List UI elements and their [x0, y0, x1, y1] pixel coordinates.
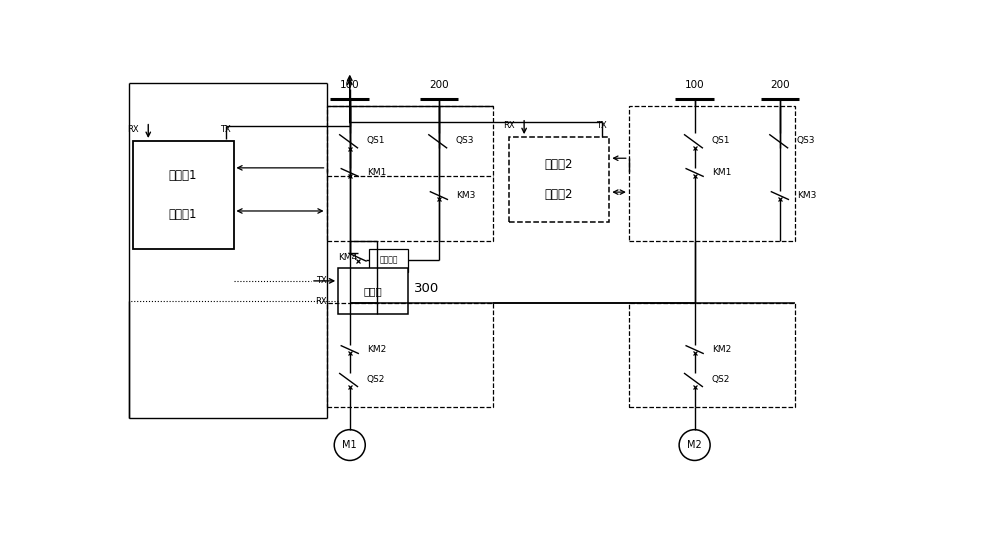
Text: KM1: KM1 [712, 168, 731, 177]
Text: 切换柜1: 切换柜1 [169, 169, 197, 182]
Bar [133, 141, 234, 248]
Text: TX: TX [220, 125, 231, 134]
Text: QS1: QS1 [367, 136, 385, 146]
Text: KM3: KM3 [456, 191, 475, 200]
Text: KM4: KM4 [338, 253, 357, 261]
Text: QS2: QS2 [712, 375, 730, 384]
Bar [629, 106, 795, 241]
Circle shape [334, 430, 365, 460]
Text: QS1: QS1 [712, 136, 730, 146]
Text: QS3: QS3 [797, 136, 815, 146]
Text: KM1: KM1 [367, 168, 386, 177]
Text: 100: 100 [340, 80, 360, 89]
Bar [509, 137, 609, 222]
Text: 200: 200 [770, 80, 790, 89]
Circle shape [679, 430, 710, 460]
Text: 300: 300 [414, 282, 439, 295]
Text: 变频器: 变频器 [364, 286, 382, 296]
Text: 200: 200 [429, 80, 449, 89]
Text: 控制板2: 控制板2 [545, 188, 573, 201]
Bar [326, 302, 493, 406]
Text: RX: RX [315, 297, 326, 306]
Bar [629, 302, 795, 406]
Text: QS2: QS2 [367, 375, 385, 384]
Bar [338, 268, 408, 314]
Text: M2: M2 [687, 440, 702, 450]
Text: TX: TX [316, 277, 326, 285]
Bar [369, 248, 408, 272]
Bar [326, 106, 493, 241]
Text: KM2: KM2 [712, 345, 731, 354]
Text: KM2: KM2 [367, 345, 386, 354]
Text: KM3: KM3 [797, 191, 816, 200]
Text: RX: RX [127, 125, 139, 134]
Text: QS3: QS3 [456, 136, 474, 146]
Text: 切换柜2: 切换柜2 [545, 158, 573, 171]
Text: 100: 100 [685, 80, 704, 89]
Text: RX: RX [503, 121, 515, 130]
Text: TX: TX [596, 121, 607, 130]
Text: 控制板1: 控制板1 [169, 208, 197, 220]
Text: 缓冲电阻: 缓冲电阻 [379, 256, 398, 265]
Text: M1: M1 [342, 440, 357, 450]
